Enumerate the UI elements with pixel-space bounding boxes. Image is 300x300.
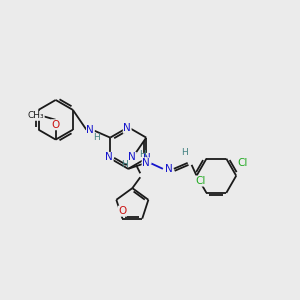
Text: CH₃: CH₃ <box>28 111 44 120</box>
Text: H: H <box>139 151 145 160</box>
Text: H: H <box>93 133 100 142</box>
Text: O: O <box>118 206 127 216</box>
Text: O: O <box>52 120 60 130</box>
Text: N: N <box>165 164 173 174</box>
Text: N: N <box>123 123 131 133</box>
Text: N: N <box>128 152 136 162</box>
Text: Cl: Cl <box>195 176 206 186</box>
Text: N: N <box>105 152 113 162</box>
Text: N: N <box>143 153 151 164</box>
Text: N: N <box>142 158 150 168</box>
Text: N: N <box>86 125 94 135</box>
Text: H: H <box>121 160 128 169</box>
Text: Cl: Cl <box>237 158 247 168</box>
Text: H: H <box>181 148 188 158</box>
